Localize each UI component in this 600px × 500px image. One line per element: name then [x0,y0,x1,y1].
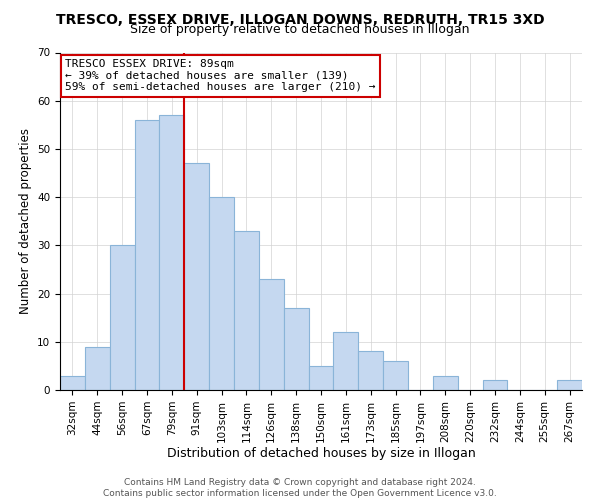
Bar [358,352,383,390]
Bar [284,308,308,390]
Text: TRESCO, ESSEX DRIVE, ILLOGAN DOWNS, REDRUTH, TR15 3XD: TRESCO, ESSEX DRIVE, ILLOGAN DOWNS, REDR… [56,12,544,26]
Bar [259,279,284,390]
Bar [308,366,334,390]
Y-axis label: Number of detached properties: Number of detached properties [19,128,32,314]
Text: Size of property relative to detached houses in Illogan: Size of property relative to detached ho… [130,22,470,36]
Bar [234,231,259,390]
Bar [134,120,160,390]
Text: TRESCO ESSEX DRIVE: 89sqm
← 39% of detached houses are smaller (139)
59% of semi: TRESCO ESSEX DRIVE: 89sqm ← 39% of detac… [65,59,376,92]
X-axis label: Distribution of detached houses by size in Illogan: Distribution of detached houses by size … [167,448,475,460]
Bar [433,376,458,390]
Bar [60,376,85,390]
Bar [482,380,508,390]
Text: Contains HM Land Registry data © Crown copyright and database right 2024.
Contai: Contains HM Land Registry data © Crown c… [103,478,497,498]
Bar [557,380,582,390]
Bar [184,164,209,390]
Bar [334,332,358,390]
Bar [383,361,408,390]
Bar [209,197,234,390]
Bar [110,246,134,390]
Bar [85,346,110,390]
Bar [160,115,184,390]
